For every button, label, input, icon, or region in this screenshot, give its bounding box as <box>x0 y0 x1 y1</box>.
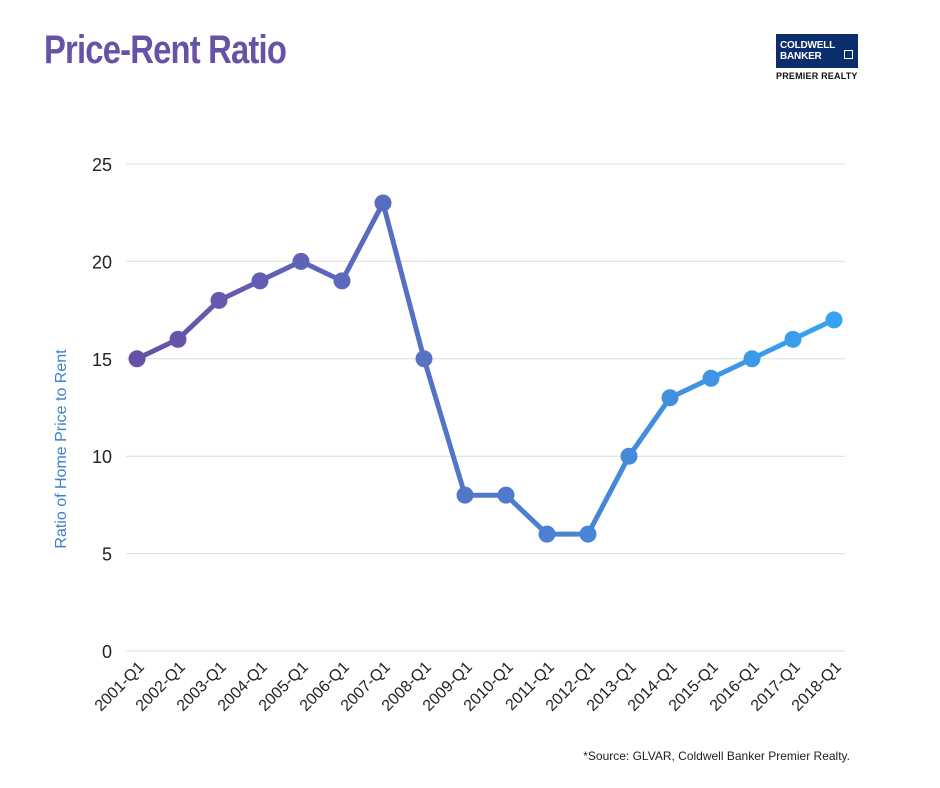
logo-subtitle: PREMIER REALTY <box>776 71 858 81</box>
y-axis-label: Ratio of Home Price to Rent <box>53 349 70 549</box>
data-point <box>825 311 843 329</box>
data-point <box>128 350 146 368</box>
logo-badge: COLDWELL BANKER <box>776 34 858 68</box>
y-tick-label: 20 <box>92 252 112 272</box>
data-point <box>620 447 638 465</box>
data-point <box>251 272 269 290</box>
logo-line1: COLDWELL <box>780 40 836 51</box>
data-point <box>169 330 187 348</box>
y-tick-label: 10 <box>92 447 112 467</box>
y-tick-label: 0 <box>102 642 112 662</box>
y-tick-label: 15 <box>92 350 112 370</box>
y-axis-ticks: 0 5 10 15 20 25 <box>92 155 112 662</box>
y-tick-label: 5 <box>102 545 112 565</box>
page-title: Price-Rent Ratio <box>44 28 287 72</box>
data-point <box>292 252 310 270</box>
data-point <box>210 291 228 309</box>
data-point <box>661 389 679 407</box>
x-axis-ticks: 2001-Q12002-Q12003-Q12004-Q12005-Q12006-… <box>92 659 845 715</box>
data-point <box>415 350 433 368</box>
data-point <box>743 350 761 368</box>
company-logo: COLDWELL BANKER PREMIER REALTY <box>776 34 860 81</box>
data-point <box>538 525 556 543</box>
data-point <box>702 369 720 387</box>
data-point <box>374 194 392 212</box>
data-point <box>497 486 515 504</box>
logo-square-icon <box>844 50 853 59</box>
data-point <box>784 330 802 348</box>
logo-line2: BANKER <box>780 51 822 62</box>
grid-lines <box>126 163 845 652</box>
data-point <box>579 525 597 543</box>
series-line <box>134 200 837 537</box>
y-tick-label: 25 <box>92 155 112 175</box>
data-point <box>333 272 351 290</box>
data-point <box>456 486 474 504</box>
data-points <box>128 194 843 543</box>
source-note: *Source: GLVAR, Coldwell Banker Premier … <box>583 749 850 763</box>
